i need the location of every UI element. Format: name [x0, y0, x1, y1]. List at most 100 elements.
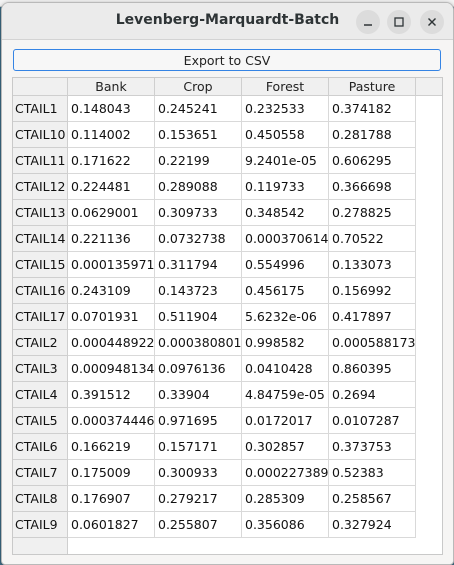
table-cell[interactable]: 0.224481	[68, 174, 155, 200]
table-cell[interactable]: 0.245241	[155, 96, 242, 122]
table-cell[interactable]: 0.33904	[155, 382, 242, 408]
column-header[interactable]: Pasture	[329, 78, 416, 96]
table-cell[interactable]: 0.0976136	[155, 356, 242, 382]
table-cell[interactable]: 0.133073	[329, 252, 416, 278]
row-header[interactable]: CTAIL12	[13, 174, 68, 200]
row-header[interactable]: CTAIL14	[13, 226, 68, 252]
row-header[interactable]: CTAIL3	[13, 356, 68, 382]
table-cell[interactable]: 0.281788	[329, 122, 416, 148]
table-cell[interactable]: 0.000374446	[68, 408, 155, 434]
table-cell[interactable]: 0.511904	[155, 304, 242, 330]
maximize-icon	[394, 17, 404, 27]
table-cell[interactable]: 0.255807	[155, 512, 242, 538]
table-cell[interactable]: 0.417897	[329, 304, 416, 330]
table-cell[interactable]: 0.279217	[155, 486, 242, 512]
table-cell[interactable]: 0.374182	[329, 96, 416, 122]
table-cell[interactable]: 0.373753	[329, 434, 416, 460]
close-button[interactable]	[420, 10, 444, 34]
table-cell[interactable]: 0.000448922	[68, 330, 155, 356]
table-cell[interactable]: 0.971695	[155, 408, 242, 434]
table-cell[interactable]: 0.143723	[155, 278, 242, 304]
row-header[interactable]: CTAIL4	[13, 382, 68, 408]
table-cell[interactable]: 0.175009	[68, 460, 155, 486]
minimize-button[interactable]	[356, 10, 380, 34]
table-cell[interactable]: 0.366698	[329, 174, 416, 200]
row-header[interactable]: CTAIL2	[13, 330, 68, 356]
table-cell[interactable]: 0.0172017	[242, 408, 329, 434]
table-cell[interactable]: 4.84759e-05	[242, 382, 329, 408]
table-cell[interactable]: 0.0629001	[68, 200, 155, 226]
maximize-button[interactable]	[387, 10, 411, 34]
table-cell[interactable]: 0.285309	[242, 486, 329, 512]
minimize-icon	[363, 17, 373, 27]
table-cell[interactable]: 0.0701931	[68, 304, 155, 330]
table-cell[interactable]: 0.166219	[68, 434, 155, 460]
title-bar[interactable]: Levenberg-Marquardt-Batch	[2, 3, 453, 40]
table-cell[interactable]: 0.000948134	[68, 356, 155, 382]
table-cell[interactable]: 0.998582	[242, 330, 329, 356]
table-cell[interactable]: 0.52383	[329, 460, 416, 486]
table-cell[interactable]: 0.554996	[242, 252, 329, 278]
table-cell[interactable]: 0.311794	[155, 252, 242, 278]
table-cell[interactable]: 0.176907	[68, 486, 155, 512]
row-header[interactable]: CTAIL9	[13, 512, 68, 538]
table-cell[interactable]: 0.22199	[155, 148, 242, 174]
table-cell[interactable]: 0.000227389	[242, 460, 329, 486]
row-header[interactable]: CTAIL11	[13, 148, 68, 174]
table-cell[interactable]: 0.0107287	[329, 408, 416, 434]
table-cell[interactable]: 0.606295	[329, 148, 416, 174]
row-header[interactable]: CTAIL10	[13, 122, 68, 148]
table-cell[interactable]: 0.391512	[68, 382, 155, 408]
row-header[interactable]: CTAIL16	[13, 278, 68, 304]
table-cell[interactable]: 0.70522	[329, 226, 416, 252]
table-cell[interactable]: 0.119733	[242, 174, 329, 200]
table-corner[interactable]	[13, 78, 68, 96]
table-cell[interactable]: 0.0732738	[155, 226, 242, 252]
table-cell[interactable]: 0.450558	[242, 122, 329, 148]
header-filler	[416, 78, 442, 96]
row-header[interactable]: CTAIL7	[13, 460, 68, 486]
table-cell[interactable]: 0.860395	[329, 356, 416, 382]
table-cell[interactable]: 0.156992	[329, 278, 416, 304]
column-header[interactable]: Bank	[68, 78, 155, 96]
table-cell[interactable]: 0.232533	[242, 96, 329, 122]
table-cell[interactable]: 0.000370614	[242, 226, 329, 252]
table-cell[interactable]: 0.0601827	[68, 512, 155, 538]
row-header[interactable]: CTAIL13	[13, 200, 68, 226]
table-cell[interactable]: 0.000588173	[329, 330, 416, 356]
column-header[interactable]: Crop	[155, 78, 242, 96]
table-cell[interactable]: 9.2401e-05	[242, 148, 329, 174]
table-cell[interactable]: 0.258567	[329, 486, 416, 512]
table-cell[interactable]: 0.000135971	[68, 252, 155, 278]
table-cell[interactable]: 0.000380801	[155, 330, 242, 356]
export-csv-button[interactable]: Export to CSV	[13, 49, 441, 71]
table-cell[interactable]: 0.300933	[155, 460, 242, 486]
table-cell[interactable]: 0.348542	[242, 200, 329, 226]
table-cell[interactable]: 0.243109	[68, 278, 155, 304]
table-cell[interactable]: 0.171622	[68, 148, 155, 174]
table-cell[interactable]: 0.289088	[155, 174, 242, 200]
table-cell[interactable]: 0.2694	[329, 382, 416, 408]
row-header[interactable]: CTAIL17	[13, 304, 68, 330]
table-cell[interactable]: 0.114002	[68, 122, 155, 148]
table-cell[interactable]: 0.327924	[329, 512, 416, 538]
row-header[interactable]: CTAIL5	[13, 408, 68, 434]
table-cell[interactable]: 0.356086	[242, 512, 329, 538]
row-header[interactable]: CTAIL6	[13, 434, 68, 460]
table-cell[interactable]: 0.456175	[242, 278, 329, 304]
table-cell[interactable]: 0.0410428	[242, 356, 329, 382]
close-icon	[427, 17, 437, 27]
column-header[interactable]: Forest	[242, 78, 329, 96]
table-cell[interactable]: 0.157171	[155, 434, 242, 460]
table-cell[interactable]: 0.309733	[155, 200, 242, 226]
row-header[interactable]: CTAIL15	[13, 252, 68, 278]
row-header[interactable]: CTAIL1	[13, 96, 68, 122]
row-header[interactable]: CTAIL8	[13, 486, 68, 512]
table-cell[interactable]: 5.6232e-06	[242, 304, 329, 330]
table-cell[interactable]: 0.148043	[68, 96, 155, 122]
table-cell[interactable]: 0.221136	[68, 226, 155, 252]
table-cell[interactable]: 0.302857	[242, 434, 329, 460]
table-cell[interactable]: 0.278825	[329, 200, 416, 226]
results-table[interactable]: Bank Crop Forest Pasture CTAIL1 0.148043 0.245…	[12, 77, 443, 555]
table-cell[interactable]: 0.153651	[155, 122, 242, 148]
